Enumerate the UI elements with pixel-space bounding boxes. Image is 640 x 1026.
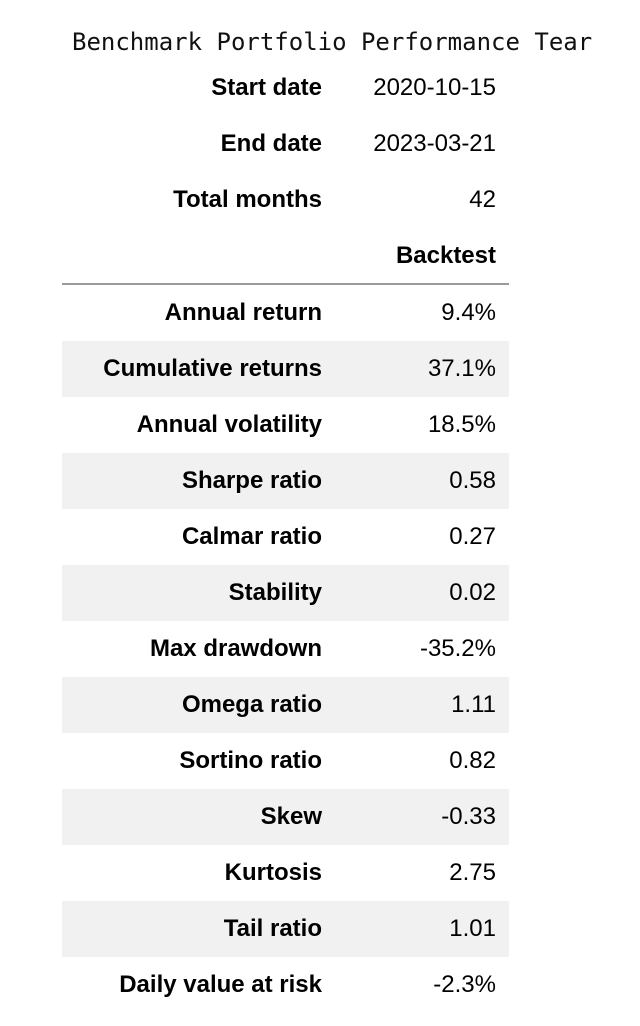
table-row: Sortino ratio 0.82: [62, 733, 509, 789]
table-row: Annual volatility 18.5%: [62, 397, 509, 453]
table-row: Calmar ratio 0.27: [62, 509, 509, 565]
metric-value: 1.01: [449, 915, 496, 942]
table-row: Daily value at risk -2.3%: [62, 957, 509, 1013]
table-row: Stability 0.02: [62, 565, 509, 621]
metric-label: Calmar ratio: [181, 523, 322, 550]
header-divider: [62, 283, 509, 285]
row-value: 2020-10-15: [373, 74, 496, 101]
table-row: Skew -0.33: [62, 789, 509, 845]
metric-value: -35.2%: [419, 635, 496, 662]
table-row: Cumulative returns 37.1%: [62, 341, 509, 397]
row-value: 42: [469, 186, 496, 213]
metric-value: -2.3%: [433, 971, 496, 998]
table-header-row: Backtest: [62, 228, 509, 284]
metric-value: 0.27: [449, 523, 496, 550]
column-header-backtest: Backtest: [395, 242, 496, 269]
table-row: Max drawdown -35.2%: [62, 621, 509, 677]
metric-value: 0.82: [449, 747, 496, 774]
metric-value: 1.11: [451, 691, 496, 718]
table-row: Tail ratio 1.01: [62, 901, 509, 957]
metric-value: 37.1%: [427, 355, 496, 382]
table-row: End date 2023-03-21: [62, 116, 509, 172]
table-row: Sharpe ratio 0.58: [62, 453, 509, 509]
table-row: Total months 42: [62, 172, 509, 228]
metric-value: 9.4%: [441, 299, 496, 326]
row-label: Total months: [173, 186, 322, 213]
performance-table: Start date 2020-10-15 End date 2023-03-2…: [62, 60, 509, 1013]
row-label: Start date: [211, 74, 322, 101]
metric-value: -0.33: [441, 803, 496, 830]
row-label: End date: [220, 130, 322, 157]
metric-label: Cumulative returns: [103, 355, 322, 382]
metric-value: 0.58: [449, 467, 496, 494]
metric-label: Annual return: [164, 299, 322, 326]
metric-label: Omega ratio: [181, 691, 322, 718]
metric-label: Stability: [228, 579, 322, 606]
metric-label: Sortino ratio: [179, 747, 322, 774]
table-row: Kurtosis 2.75: [62, 845, 509, 901]
metric-label: Skew: [260, 803, 322, 830]
table-row: Start date 2020-10-15: [62, 60, 509, 116]
table-caption: Benchmark Portfolio Performance Tear: [72, 28, 593, 56]
table-row: Annual return 9.4%: [62, 285, 509, 341]
table-row: Omega ratio 1.11: [62, 677, 509, 733]
metric-label: Tail ratio: [223, 915, 322, 942]
row-value: 2023-03-21: [373, 130, 496, 157]
metric-label: Kurtosis: [224, 859, 322, 886]
metric-label: Annual volatility: [136, 411, 322, 438]
metric-label: Daily value at risk: [119, 971, 322, 998]
metric-value: 18.5%: [427, 411, 496, 438]
metric-value: 2.75: [449, 859, 496, 886]
metric-value: 0.02: [449, 579, 496, 606]
metric-label: Max drawdown: [149, 635, 322, 662]
metric-label: Sharpe ratio: [181, 467, 322, 494]
